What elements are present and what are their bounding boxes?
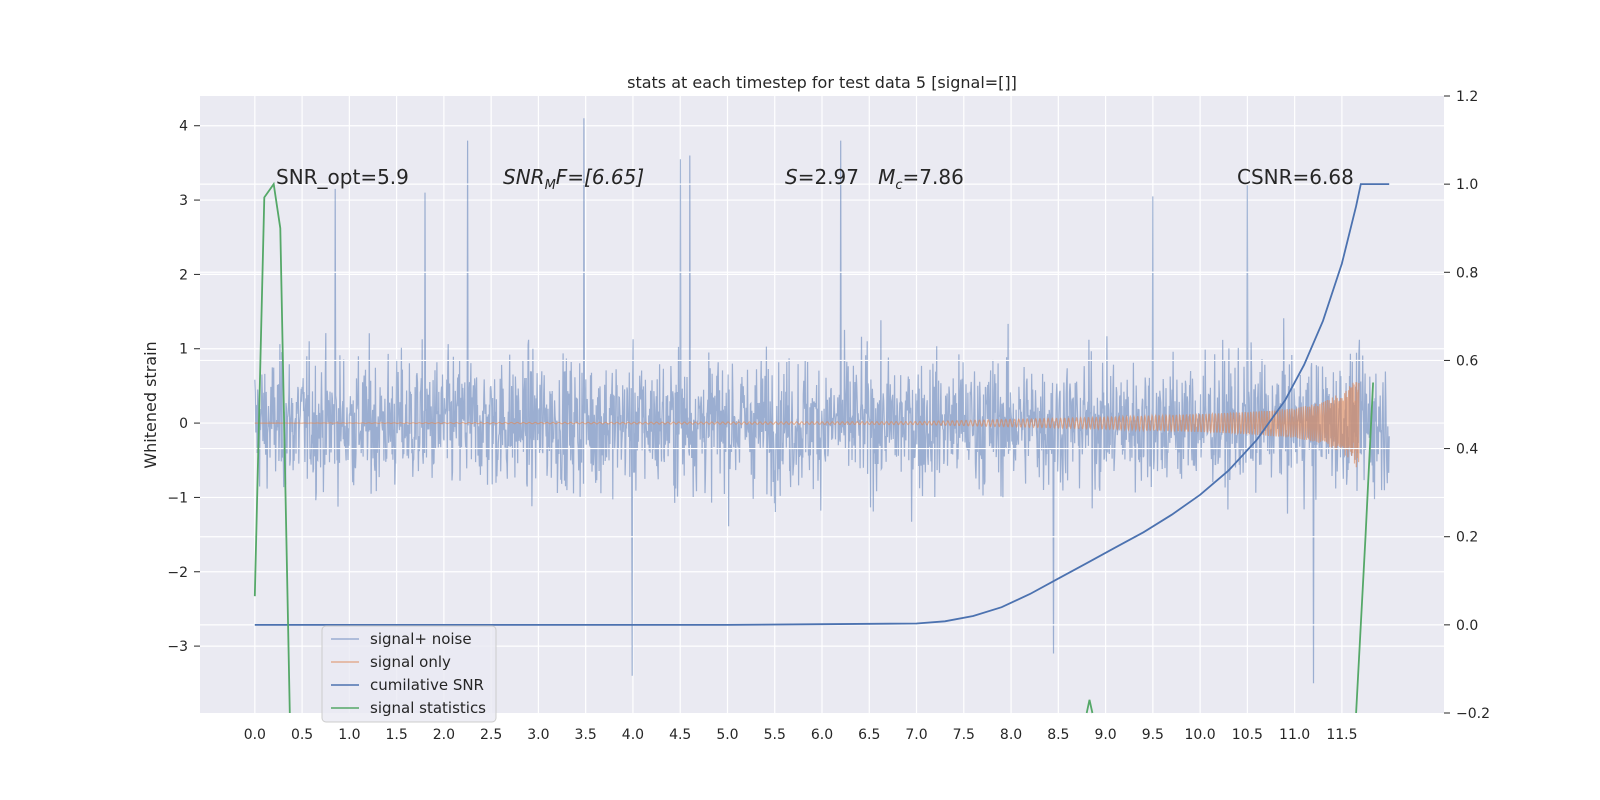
y2-tick-label: 0.4 [1456,442,1478,458]
y-tick-label: 0 [179,416,188,432]
x-tick-label: 5.5 [764,727,786,743]
y-tick-label: 1 [179,342,188,358]
x-tick-label: 4.0 [622,727,644,743]
x-tick-label: 10.5 [1232,727,1263,743]
signal-statistics-line [1355,382,1374,714]
legend-label-signal-noise: signal+ noise [370,630,472,648]
x-tick-label: 6.5 [858,727,880,743]
y2-tick-label: −0.2 [1456,706,1490,722]
x-tick-label: 1.5 [385,727,407,743]
y-tick-label: 2 [179,267,188,283]
y2-tick-label: 1.2 [1456,89,1478,105]
signal-noise-line [254,118,1390,684]
x-tick-label: 0.5 [291,727,313,743]
legend: signal+ noise signal only cumilative SNR… [321,625,497,723]
y-axis-right: 1.2 1.0 0.8 0.6 0.4 0.2 0.0 −0.2 [1444,89,1490,722]
legend-label-cumulative-snr: cumilative SNR [370,676,484,694]
series-signal-noise [254,118,1390,684]
right-axis-grid [200,183,1444,626]
x-tick-label: 7.5 [953,727,975,743]
series-signal-statistics [253,181,1374,714]
y2-tick-label: 0.6 [1456,353,1478,369]
y-tick-label: 4 [179,119,188,135]
y-axis-left: 4 3 2 1 0 −1 −2 −3 [167,119,200,655]
x-tick-label: 11.5 [1326,727,1357,743]
x-tick-label: 5.0 [716,727,738,743]
x-tick-label: 8.0 [1000,727,1022,743]
legend-label-signal-statistics: signal statistics [370,699,486,717]
annotation-s-mc: S=2.97 Mc=7.86 [785,165,964,193]
y-tick-label: −3 [167,639,188,655]
y-tick-label: −2 [167,565,188,581]
x-tick-label: 3.5 [575,727,597,743]
chart-title: stats at each timestep for test data 5 [… [627,73,1017,92]
cumulative-snr-line [254,183,1390,626]
x-tick-label: 10.0 [1185,727,1216,743]
signal-only-line [254,382,1360,468]
y-tick-label: 3 [179,193,188,209]
legend-box [321,625,497,723]
x-tick-label: 4.5 [669,727,691,743]
x-tick-label: 8.5 [1047,727,1069,743]
x-tick-label: 7.0 [905,727,927,743]
y-axis-label: Whitened strain [141,341,160,468]
x-axis: 0.0 0.5 1.0 1.5 2.0 2.5 3.0 3.5 4.0 4.5 5.0 5.5 6.0 6… [244,727,1358,743]
y-tick-label: −1 [167,490,188,506]
legend-label-signal-only: signal only [370,653,451,671]
x-tick-label: 0.0 [244,727,266,743]
x-tick-label: 2.5 [480,727,502,743]
x-tick-label: 2.0 [433,727,455,743]
series-signal-only [254,382,1360,468]
signal-statistics-line [1085,699,1094,714]
y2-tick-label: 1.0 [1456,177,1478,193]
x-tick-label: 6.0 [811,727,833,743]
y2-tick-label: 0.2 [1456,530,1478,546]
x-tick-label: 9.5 [1142,727,1164,743]
y2-tick-label: 0.0 [1456,618,1478,634]
signal-statistics-line [253,181,291,714]
x-tick-label: 3.0 [527,727,549,743]
annotation-csnr: CSNR=6.68 [1237,165,1354,189]
annotation-snr-opt: SNR_opt=5.9 [276,165,409,189]
x-tick-label: 9.0 [1094,727,1116,743]
annotation-snr-mf: SNRMF=[6.65] [503,165,644,193]
x-tick-label: 11.0 [1279,727,1310,743]
y2-tick-label: 0.8 [1456,265,1478,281]
x-tick-label: 1.0 [338,727,360,743]
series-cumulative-snr [254,183,1390,626]
